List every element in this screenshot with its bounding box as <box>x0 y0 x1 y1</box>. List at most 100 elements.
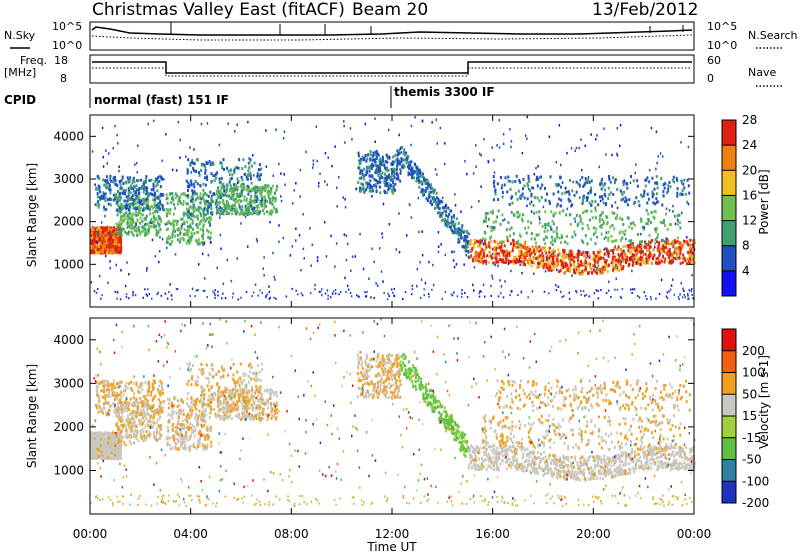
data-cell <box>207 205 210 209</box>
data-cell <box>373 158 376 162</box>
data-cell <box>232 198 235 202</box>
data-cell <box>632 242 634 246</box>
data-cell <box>650 126 653 130</box>
data-cell <box>268 285 270 288</box>
data-cell <box>474 259 477 263</box>
data-cell <box>488 255 491 259</box>
data-cell <box>270 190 273 193</box>
data-cell <box>193 190 196 194</box>
data-cell <box>166 240 169 244</box>
data-cell <box>688 297 690 300</box>
data-cell <box>450 225 452 229</box>
data-cell <box>180 225 183 228</box>
data-cell <box>596 260 599 264</box>
data-cell <box>646 249 648 252</box>
data-cell <box>425 197 428 201</box>
data-cell <box>613 211 616 215</box>
data-cell <box>502 133 505 136</box>
data-cell <box>457 230 460 234</box>
data-cell <box>346 284 349 288</box>
data-cell <box>371 185 374 189</box>
data-cell <box>139 201 142 205</box>
data-cell <box>594 265 597 269</box>
data-cell <box>157 230 160 234</box>
data-cell <box>546 236 548 239</box>
data-cell <box>155 177 158 181</box>
data-cell <box>484 212 487 215</box>
data-cell <box>612 266 615 270</box>
data-cell <box>305 150 307 154</box>
data-cell <box>614 288 616 291</box>
data-cell <box>451 229 454 233</box>
data-cell <box>687 250 690 254</box>
data-cell <box>236 185 239 189</box>
data-cell <box>491 277 494 280</box>
data-cell <box>118 192 121 196</box>
data-cell <box>520 246 523 250</box>
data-cell <box>676 218 679 221</box>
data-cell <box>259 191 261 195</box>
data-cell <box>539 218 541 221</box>
data-cell <box>419 261 421 264</box>
data-cell <box>234 130 236 133</box>
data-cell <box>149 205 152 209</box>
data-cell <box>343 233 346 236</box>
data-cell <box>155 231 158 235</box>
data-cell <box>156 189 159 193</box>
data-cell <box>550 269 553 273</box>
data-cell <box>198 171 200 175</box>
data-cell <box>605 222 608 226</box>
data-cell <box>331 164 333 168</box>
data-cell <box>657 249 660 253</box>
data-cell <box>479 290 481 293</box>
data-cell <box>309 227 311 230</box>
data-cell <box>580 272 583 276</box>
data-cell <box>461 236 464 240</box>
data-cell <box>681 261 684 265</box>
data-cell <box>676 187 679 191</box>
cpid-segment-1: normal (fast) 151 IF <box>94 93 229 107</box>
data-cell <box>575 146 578 150</box>
data-cell <box>437 245 440 248</box>
data-cell <box>544 246 547 250</box>
data-cell <box>111 230 114 233</box>
data-cell <box>619 253 622 257</box>
data-cell <box>183 221 186 225</box>
data-cell <box>126 206 129 210</box>
data-cell <box>326 183 328 186</box>
data-cell <box>492 228 495 232</box>
data-cell <box>593 253 595 257</box>
data-cell <box>240 185 243 189</box>
data-cell <box>247 120 249 124</box>
data-cell <box>440 243 442 246</box>
data-cell <box>105 239 108 243</box>
data-cell <box>417 168 420 172</box>
data-cell <box>517 254 520 258</box>
data-cell <box>239 206 242 210</box>
data-cell <box>472 243 475 247</box>
data-cell <box>439 126 442 130</box>
data-cell <box>543 230 546 233</box>
data-cell <box>663 240 666 244</box>
data-cell <box>132 202 135 206</box>
data-cell <box>509 180 511 183</box>
data-cell <box>98 186 101 190</box>
data-cell <box>576 291 578 294</box>
data-cell <box>186 169 189 173</box>
data-cell <box>370 189 373 193</box>
data-cell <box>617 253 620 257</box>
data-cell <box>110 247 113 251</box>
data-cell <box>247 206 250 210</box>
data-cell <box>92 226 95 230</box>
data-cell <box>99 230 102 234</box>
data-cell <box>390 288 393 291</box>
data-cell <box>141 197 144 201</box>
data-cell <box>672 245 675 249</box>
data-cell <box>578 196 581 199</box>
data-cell <box>551 219 554 223</box>
data-cell <box>209 163 212 167</box>
data-cell <box>106 198 109 202</box>
data-cell <box>117 204 120 208</box>
data-cell <box>434 198 437 202</box>
data-cell <box>484 237 487 241</box>
